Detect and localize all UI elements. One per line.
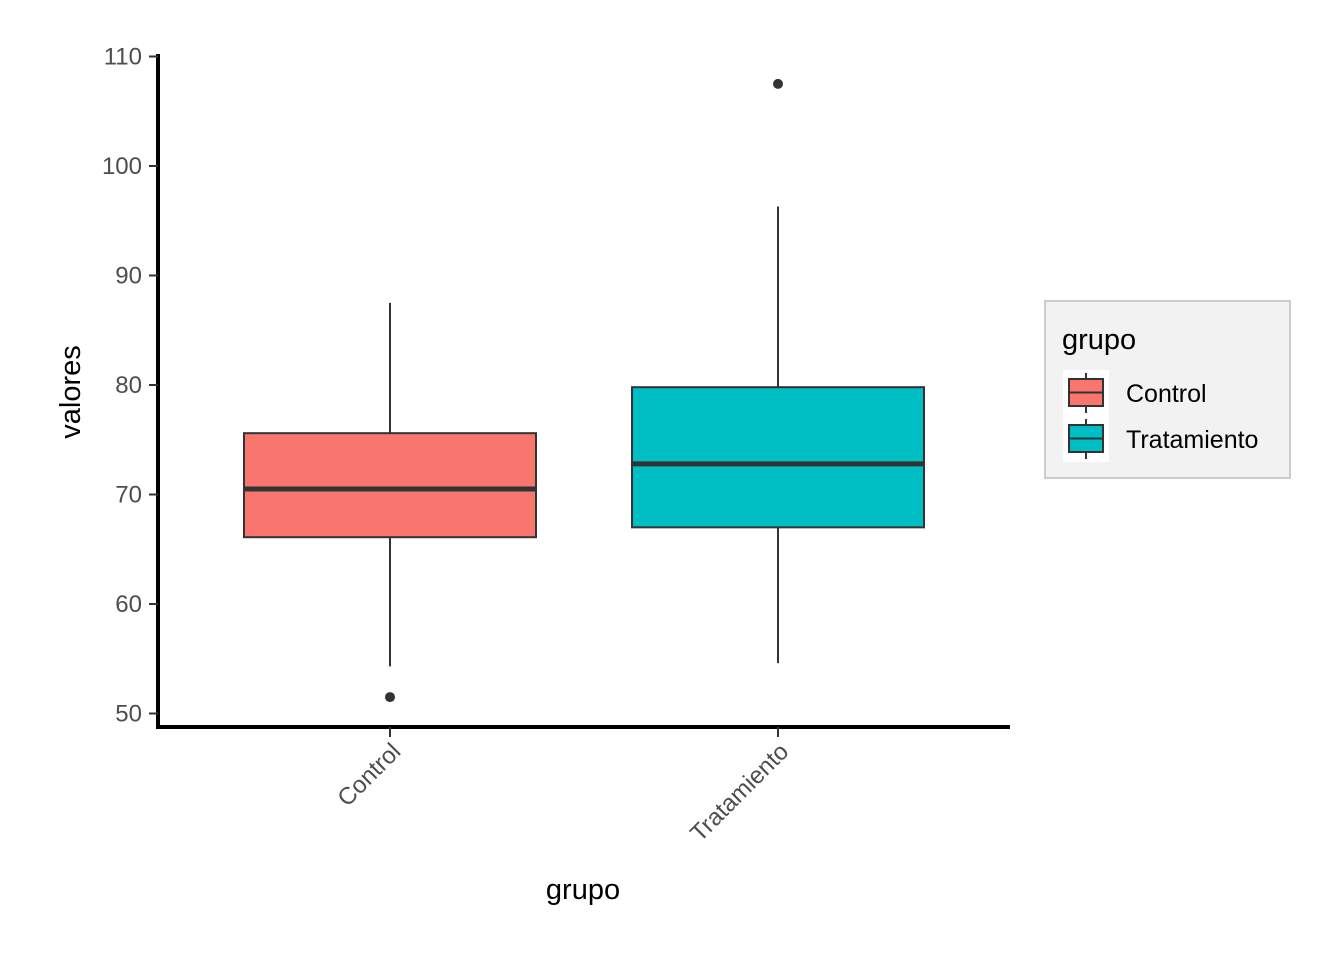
x-tick-label: Tratamiento	[685, 738, 794, 847]
y-tick-label: 90	[115, 263, 142, 290]
y-tick-label: 100	[102, 153, 142, 180]
legend-item-control: Control	[1063, 370, 1207, 416]
iqr-box	[243, 432, 537, 539]
x-tick-label: Control	[332, 738, 406, 812]
box-tratamiento	[631, 78, 925, 664]
x-axis: Control Tratamiento	[156, 725, 1010, 847]
y-tick-label: 80	[115, 372, 142, 399]
y-axis: 50 60 70 80 90 100 110	[102, 44, 160, 728]
y-tick-label: 50	[115, 701, 142, 728]
legend: grupo Control Tratamiento	[1044, 300, 1291, 479]
y-axis-title: valores	[55, 345, 87, 439]
outlier-point	[773, 78, 783, 89]
box-control	[243, 302, 537, 703]
legend-label: Control	[1126, 380, 1207, 408]
outlier-point	[385, 692, 395, 703]
plot-area	[243, 78, 925, 703]
legend-items: Control Tratamiento	[1063, 370, 1258, 462]
y-tick-label: 110	[104, 44, 142, 71]
legend-title: grupo	[1062, 324, 1136, 356]
y-tick-label: 70	[115, 482, 142, 509]
legend-label: Tratamiento	[1126, 426, 1258, 454]
iqr-box	[631, 386, 925, 529]
y-tick-label: 60	[115, 591, 142, 618]
legend-item-tratamiento: Tratamiento	[1063, 416, 1258, 462]
x-axis-title: grupo	[546, 874, 620, 906]
